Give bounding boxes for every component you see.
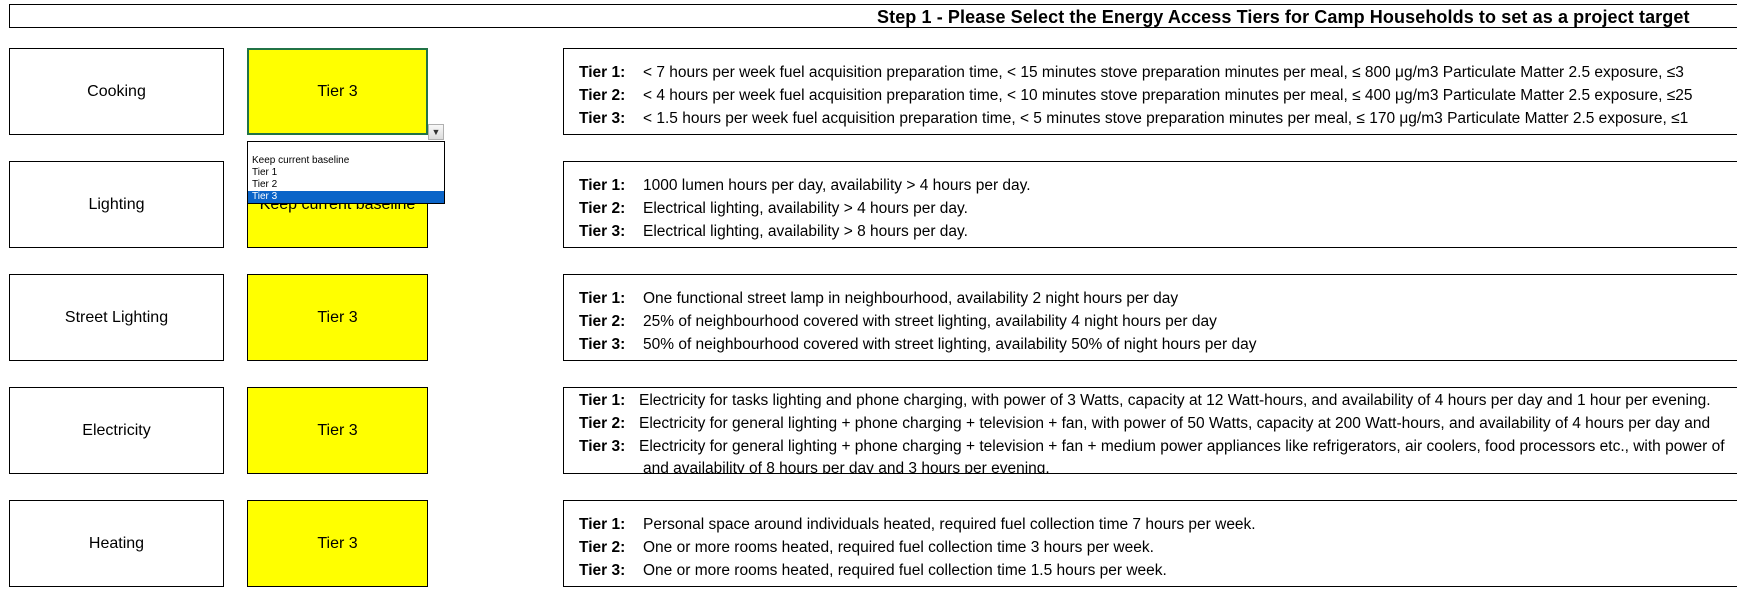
tier-description-line: and availability of 8 hours per day and …	[643, 460, 1050, 474]
tier-select-heating[interactable]: Tier 3	[247, 500, 428, 587]
tier-select-electricity[interactable]: Tier 3	[247, 387, 428, 474]
tier-descriptions-heating: Tier 1: Personal space around individuals…	[563, 500, 1737, 587]
chevron-down-icon: ▼	[431, 127, 441, 137]
tier-description-line: Tier 1: < 7 hours per week fuel acquisiti…	[579, 64, 1684, 81]
tier-descriptions-cooking: Tier 1: < 7 hours per week fuel acquisiti…	[563, 48, 1737, 135]
tier-description-line: Tier 3: One or more rooms heated, require…	[579, 562, 1167, 579]
tier-description-line: Tier 1: One functional street lamp in nei…	[579, 290, 1179, 307]
tier-select-cooking[interactable]: Tier 3	[247, 48, 428, 135]
category-label-electricity: Electricity	[9, 387, 224, 474]
dropdown-arrow-button[interactable]: ▼	[428, 124, 444, 140]
page-title: Step 1 - Please Select the Energy Access…	[877, 7, 1690, 27]
dropdown-option-tier-2[interactable]: Tier 2	[252, 179, 278, 190]
tier-description-line: Tier 3: 50% of neighbourhood covered with…	[579, 336, 1257, 353]
title-bar: Step 1 - Please Select the Energy Access…	[9, 4, 1737, 28]
tier-description-line: Tier 2: One or more rooms heated, require…	[579, 539, 1154, 556]
dropdown-option-tier-3[interactable]: Tier 3	[248, 191, 444, 203]
category-label-heating: Heating	[9, 500, 224, 587]
dropdown-option-keep-baseline[interactable]: Keep current baseline	[252, 155, 350, 166]
tier-descriptions-street-lighting: Tier 1: One functional street lamp in nei…	[563, 274, 1737, 361]
tier-descriptions-electricity: Tier 1: Electricity for tasks lighting an…	[563, 387, 1737, 474]
tier-description-line: Tier 3: Electrical lighting, availability…	[579, 223, 968, 240]
tier-description-line: Tier 2: < 4 hours per week fuel acquisiti…	[579, 87, 1693, 104]
tier-description-line: Tier 2: Electrical lighting, availability…	[579, 200, 968, 217]
category-label-lighting: Lighting	[9, 161, 224, 248]
tier-description-line: Tier 2: Electricity for general lighting …	[579, 415, 1711, 432]
dropdown-list: Keep current baseline Tier 1 Tier 2 Tier…	[247, 141, 445, 204]
tier-description-line: Tier 1: Electricity for tasks lighting an…	[579, 392, 1711, 409]
tier-select-street-lighting[interactable]: Tier 3	[247, 274, 428, 361]
category-label-street-lighting: Street Lighting	[9, 274, 224, 361]
tier-descriptions-lighting: Tier 1: 1000 lumen hours per day, availab…	[563, 161, 1737, 248]
category-label-cooking: Cooking	[9, 48, 224, 135]
tier-description-line: Tier 1: 1000 lumen hours per day, availab…	[579, 177, 1031, 194]
tier-description-line: Tier 1: Personal space around individuals…	[579, 516, 1256, 533]
tier-description-line: Tier 3: Electricity for general lighting …	[579, 438, 1725, 455]
dropdown-option-tier-1[interactable]: Tier 1	[252, 167, 278, 178]
tier-description-line: Tier 2: 25% of neighbourhood covered with…	[579, 313, 1217, 330]
tier-description-line: Tier 3: < 1.5 hours per week fuel acquisi…	[579, 110, 1689, 127]
